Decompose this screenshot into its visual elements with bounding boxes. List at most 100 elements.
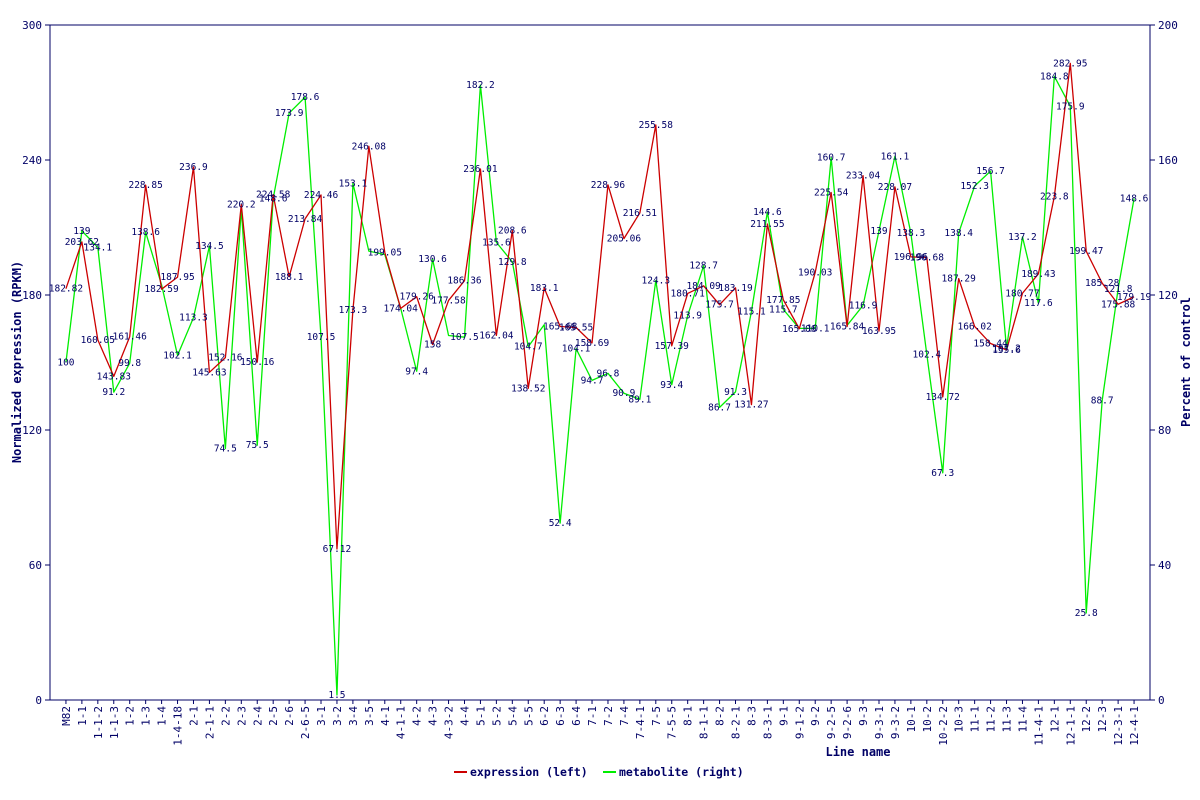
expression-data-label: 173.3: [339, 305, 368, 316]
expression-data-label: 67.12: [323, 544, 352, 555]
metabolite-data-label: 102.1: [163, 350, 192, 361]
expression-data-label: 183.1: [530, 283, 559, 294]
y-right-tick-label: 0: [1158, 694, 1165, 707]
expression-data-label: 186.36: [447, 276, 482, 287]
expression-data-label: 179.26: [400, 292, 435, 303]
metabolite-data-label: 139: [870, 226, 887, 237]
expression-data-label: 183.19: [718, 283, 753, 294]
metabolite-data-label: 148.6: [1120, 193, 1149, 204]
x-tick-label: 7-4-1: [634, 706, 647, 739]
expression-data-label: 196.68: [910, 252, 945, 263]
expression-data-label: 187.29: [942, 274, 977, 285]
metabolite-data-label: 97.4: [405, 366, 428, 377]
x-tick-label: 11-2: [985, 706, 998, 733]
metabolite-data-label: 121.8: [1104, 284, 1133, 295]
expression-data-label: 160.05: [81, 335, 115, 346]
y-right-tick-label: 200: [1158, 19, 1178, 32]
expression-data-label: 224.46: [304, 190, 339, 201]
x-tick-label: 4-3: [427, 706, 440, 726]
x-tick-label: 11-4-1: [1032, 706, 1045, 746]
expression-data-label: 165.55: [559, 323, 593, 334]
metabolite-data-label: 124.3: [641, 275, 670, 286]
x-tick-label: 3-2: [331, 706, 344, 726]
expression-data-label: 157.39: [655, 341, 690, 352]
expression-data-label: 255.58: [639, 120, 674, 131]
x-tick-label: 11-1: [969, 706, 982, 733]
x-tick-label: 9-3-2: [889, 706, 902, 739]
y-axis-right-title: Percent of control: [1179, 297, 1193, 427]
x-tick-label: 1-1-2: [92, 706, 105, 739]
x-tick-label: 8-3: [745, 706, 758, 726]
x-tick-label: 8-2: [714, 706, 727, 726]
x-tick-label: 7-2: [602, 706, 615, 726]
y-left-tick-label: 240: [22, 154, 42, 167]
x-tick-label: 11-3: [1001, 706, 1014, 733]
x-tick-label: 9-3-1: [873, 706, 886, 739]
metabolite-data-label: 100: [57, 358, 74, 369]
expression-data-label: 177.58: [431, 295, 466, 306]
metabolite-data-label: 161.1: [881, 151, 910, 162]
x-tick-label: 9-1: [777, 706, 790, 726]
expression-data-label: 138.52: [511, 383, 545, 394]
x-axis-title: Line name: [825, 745, 890, 759]
metabolite-data-label: 138.6: [131, 227, 160, 238]
expression-data-label: 134.72: [926, 392, 960, 403]
x-tick-label: 1-3: [140, 706, 153, 726]
x-tick-label: 3-5: [363, 706, 376, 726]
metabolite-data-label: 113.3: [179, 313, 208, 324]
metabolite-data-label: 91.3: [724, 387, 747, 398]
x-tick-label: 6-2: [538, 706, 551, 726]
x-tick-label: 12-4-1: [1128, 706, 1141, 746]
x-tick-label: 1-1-3: [108, 706, 121, 739]
legend: expression (left) metabolite (right): [454, 765, 744, 779]
expression-data-label: 228.96: [591, 180, 626, 191]
expression-data-label: 282.95: [1053, 58, 1087, 69]
metabolite-data-label: 134.5: [195, 241, 224, 252]
y-right-tick-label: 160: [1158, 154, 1178, 167]
x-tick-label: 8-1: [682, 706, 695, 726]
metabolite-data-label: 90.9: [612, 388, 635, 399]
expression-data-label: 155.6: [992, 345, 1021, 356]
axes: 0 60 120 180 240 300 0 40 80 120 160 200 M82 1-1 1-1-2…: [22, 19, 1178, 746]
expression-data-label: 188.1: [275, 272, 304, 283]
expression-data-label: 185.28: [1085, 278, 1120, 289]
x-tick-label: 7-5-5: [666, 706, 679, 739]
expression-data-label: 131.27: [734, 400, 768, 411]
x-tick-label: 4-1: [379, 706, 392, 726]
metabolite-series-line: [65, 75, 1135, 696]
expression-data-label: 179.19: [1117, 292, 1152, 303]
x-tick-label: 12-3-1: [1112, 706, 1125, 746]
y-axis-left-title: Normalized expression (RPKM): [10, 261, 24, 463]
plot-area-frame: [49, 24, 1151, 701]
expression-data-label: 175.7: [705, 300, 734, 311]
expression-data-label: 190.03: [798, 267, 832, 278]
x-tick-label: 8-1-1: [698, 706, 711, 739]
metabolite-data-label: 138.3: [897, 228, 926, 239]
expression-data-label: 152.16: [208, 353, 243, 364]
metabolite-data-label: 178.6: [291, 92, 320, 103]
x-tick-label: 4-4: [458, 706, 471, 726]
x-tick-label: 6-4: [570, 706, 583, 726]
expression-data-label: 196.96: [894, 252, 929, 263]
expression-data-label: 228.85: [128, 180, 162, 191]
x-tick-label: 3-4: [347, 706, 360, 726]
metabolite-data-label: 52.4: [549, 518, 572, 529]
metabolite-data-label: 153.1: [339, 178, 368, 189]
y-right-tick-label: 40: [1158, 559, 1171, 572]
expression-data-label: 161.46: [113, 332, 148, 343]
y-right-tick-label: 120: [1158, 289, 1178, 302]
x-tick-label: 9-2: [809, 706, 822, 726]
metabolite-data-label: 67.3: [931, 468, 954, 479]
x-tick-label: 2-3: [235, 706, 248, 726]
metabolite-data-label: 75.5: [246, 440, 269, 451]
x-tick-label: M82: [60, 706, 73, 726]
expression-data-label: 225.54: [814, 188, 849, 199]
x-tick-label: 1-4: [156, 706, 169, 726]
x-tick-label: 2-1: [187, 706, 200, 726]
x-tick-label: 12-1-1: [1064, 706, 1077, 746]
expression-data-label: 165.06: [782, 324, 817, 335]
expression-data-label: 220.2: [227, 200, 256, 211]
metabolite-data-label: 130.6: [418, 254, 447, 265]
